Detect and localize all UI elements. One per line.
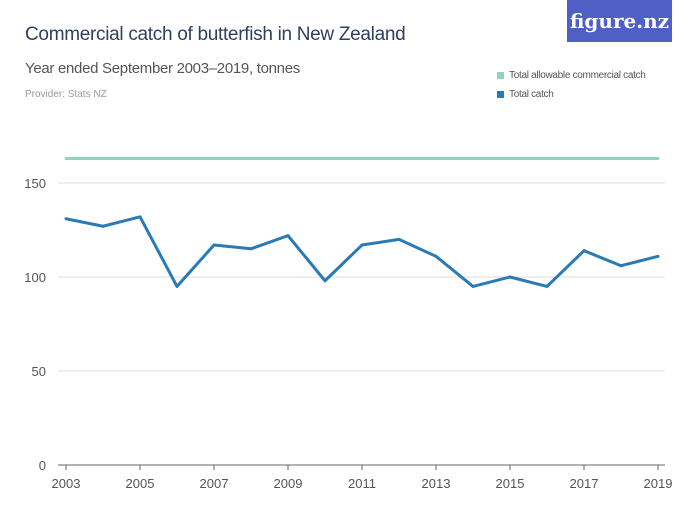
data-point [656,157,660,161]
data-point [545,157,549,161]
x-tick-label: 2017 [570,476,599,491]
legend-item-tacc: Total allowable commercial catch [497,70,646,81]
chart-subtitle: Year ended September 2003–2019, tonnes [25,60,300,77]
data-point [212,157,216,161]
x-tick-label: 2009 [274,476,303,491]
legend-label: Total catch [509,89,554,100]
y-tick-label: 150 [24,176,46,191]
data-point [212,243,216,247]
data-point [286,234,290,238]
legend-swatch [497,72,504,79]
data-point [397,157,401,161]
data-point [619,264,623,268]
x-tick-label: 2007 [200,476,229,491]
data-point [582,249,586,253]
x-tick-label: 2011 [348,476,376,491]
x-tick-label: 2005 [126,476,155,491]
data-point [286,157,290,161]
data-point [323,279,327,283]
x-tick-label: 2003 [52,476,81,491]
data-point [545,284,549,288]
series-line-total-catch [65,215,659,288]
chart-title: Commercial catch of butterfish in New Ze… [25,24,406,45]
data-point [249,247,253,251]
x-tick-label: 2015 [496,476,525,491]
data-point [64,157,68,161]
data-point [471,157,475,161]
y-tick-label: 0 [39,458,46,473]
data-point [249,157,253,161]
data-point [360,243,364,247]
data-point [175,157,179,161]
data-point [138,157,142,161]
data-point [582,157,586,161]
data-point [397,237,401,241]
data-point [508,157,512,161]
legend-label: Total allowable commercial catch [509,70,646,81]
y-tick-label: 100 [24,270,46,285]
figure-nz-logo[interactable]: figure.nz [567,0,672,42]
data-point [138,215,142,219]
data-point [471,284,475,288]
data-point [64,217,68,221]
data-point [619,157,623,161]
data-point [656,254,660,258]
provider: Provider: Stats NZ [25,89,107,100]
data-point [434,157,438,161]
x-tick-label: 2013 [422,476,451,491]
data-point [434,254,438,258]
legend-swatch [497,91,504,98]
data-point [508,275,512,279]
data-point [101,157,105,161]
data-point [175,284,179,288]
data-point [323,157,327,161]
data-point [101,224,105,228]
legend-item-total-catch: Total catch [497,89,554,100]
y-tick-label: 50 [32,364,46,379]
x-tick-label: 2019 [644,476,673,491]
data-point [360,157,364,161]
